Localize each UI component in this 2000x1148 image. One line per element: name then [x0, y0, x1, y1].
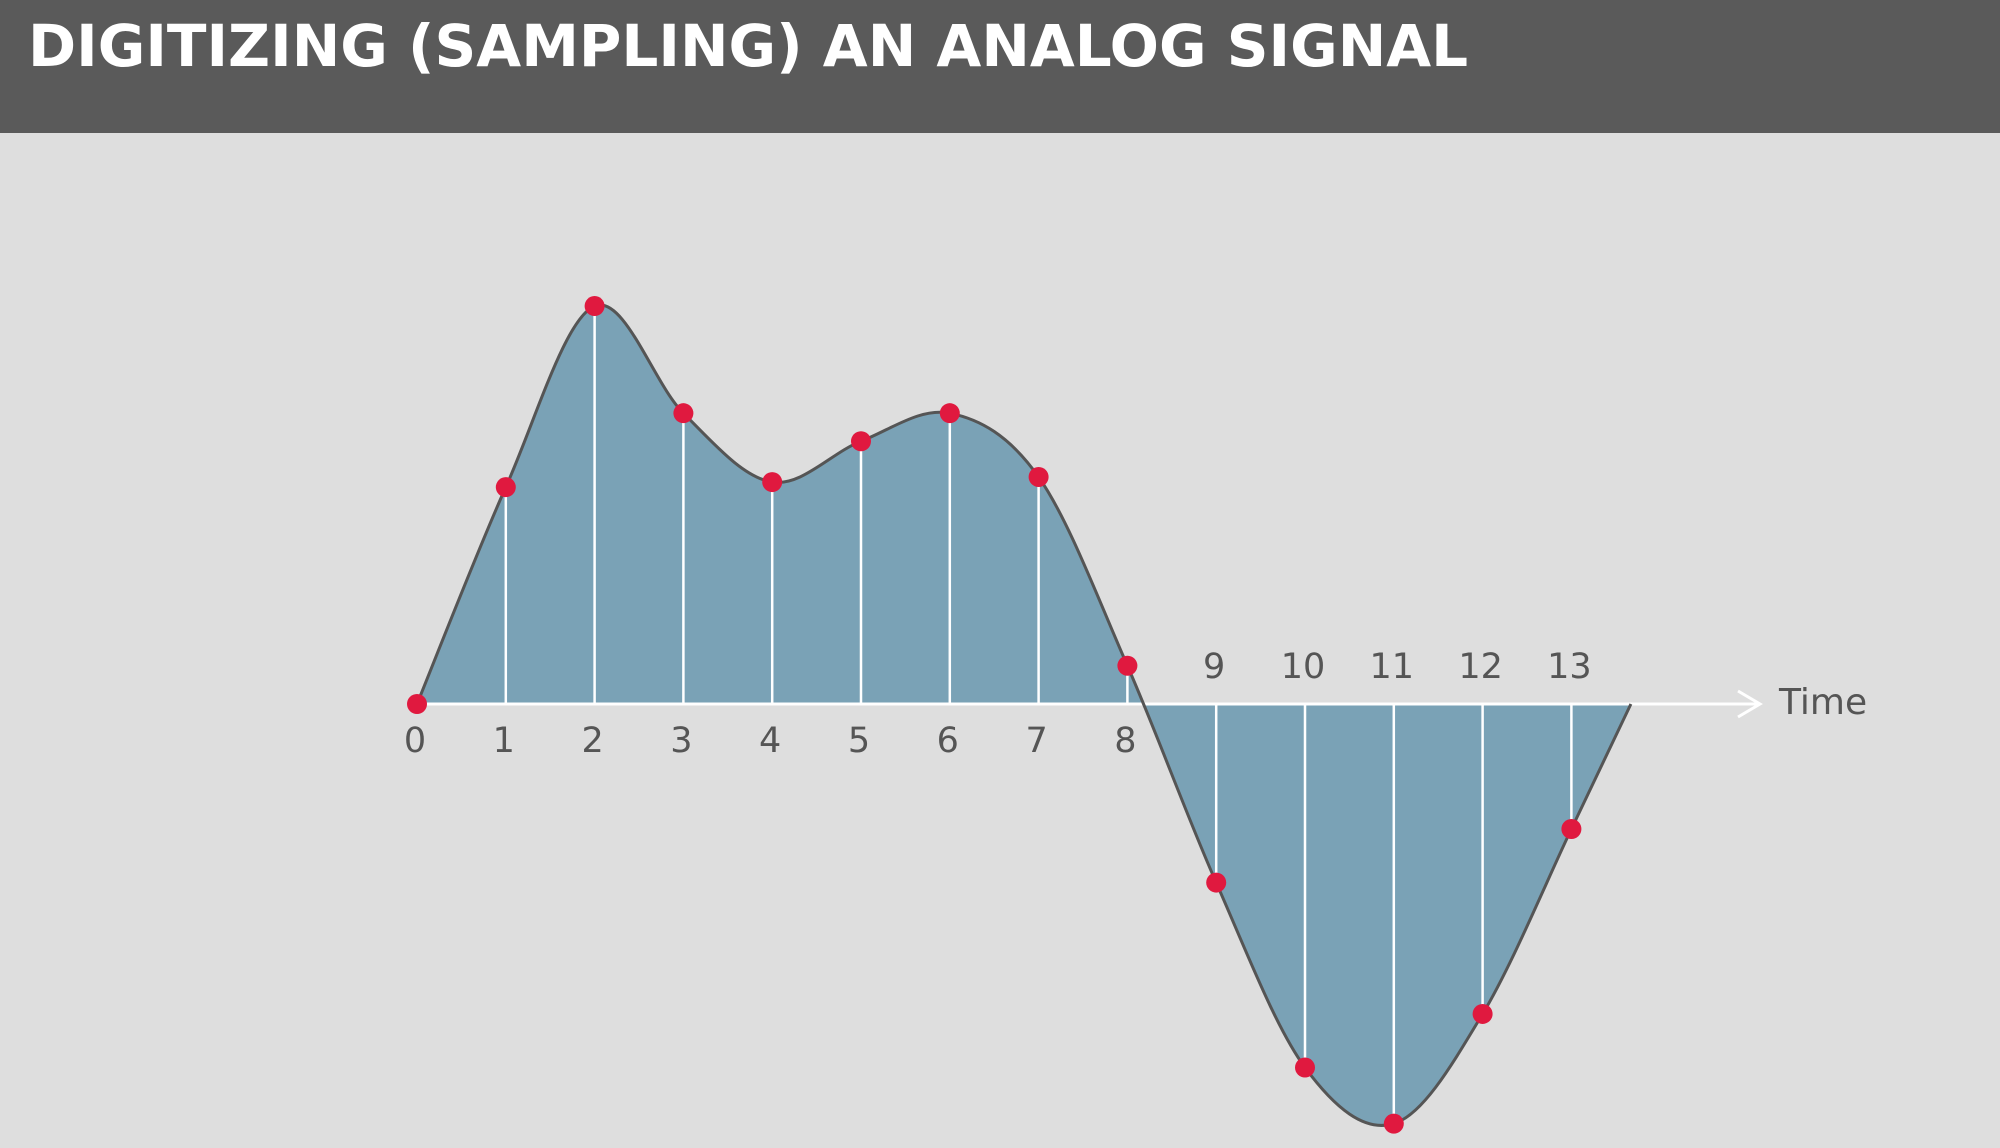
x-tick-label: 9	[1203, 647, 1225, 687]
x-tick-label: 6	[937, 721, 959, 761]
signal-curve-tail	[1570, 703, 1633, 830]
x-tick-label: 5	[848, 721, 870, 761]
sample-point	[1295, 1057, 1315, 1078]
sample-point	[1383, 1113, 1404, 1134]
sample-point	[1472, 1003, 1493, 1024]
x-tick-label: 10	[1281, 647, 1326, 687]
x-tick-label: 13	[1547, 647, 1592, 687]
signal-area	[417, 304, 1631, 1126]
x-tick-label: 7	[1025, 721, 1047, 761]
sample-point	[584, 296, 605, 317]
sample-point	[407, 694, 427, 714]
x-tick-label: 3	[670, 721, 692, 761]
x-tick-label: 8	[1114, 721, 1136, 761]
x-tick-label: 11	[1370, 647, 1415, 687]
sample-point	[1561, 818, 1582, 839]
sample-point	[495, 477, 516, 498]
x-tick-label: 2	[581, 721, 603, 761]
axis-label: Time	[1778, 682, 1867, 723]
sample-point	[673, 403, 694, 424]
sample-point	[1206, 872, 1227, 893]
sample-point	[762, 472, 783, 493]
header-bar	[0, 0, 2000, 133]
sample-point	[1117, 655, 1138, 676]
x-tick-label: 12	[1458, 647, 1503, 687]
title: DIGITIZING (SAMPLING) AN ANALOG SIGNAL	[28, 12, 1468, 80]
sample-point	[851, 431, 871, 452]
axis-arrow	[1737, 689, 1763, 719]
sample-point	[1028, 466, 1049, 487]
x-tick-label: 1	[493, 721, 515, 761]
x-tick-label: 4	[759, 721, 781, 761]
x-tick-label: 0	[404, 721, 426, 761]
sample-point	[939, 403, 960, 424]
